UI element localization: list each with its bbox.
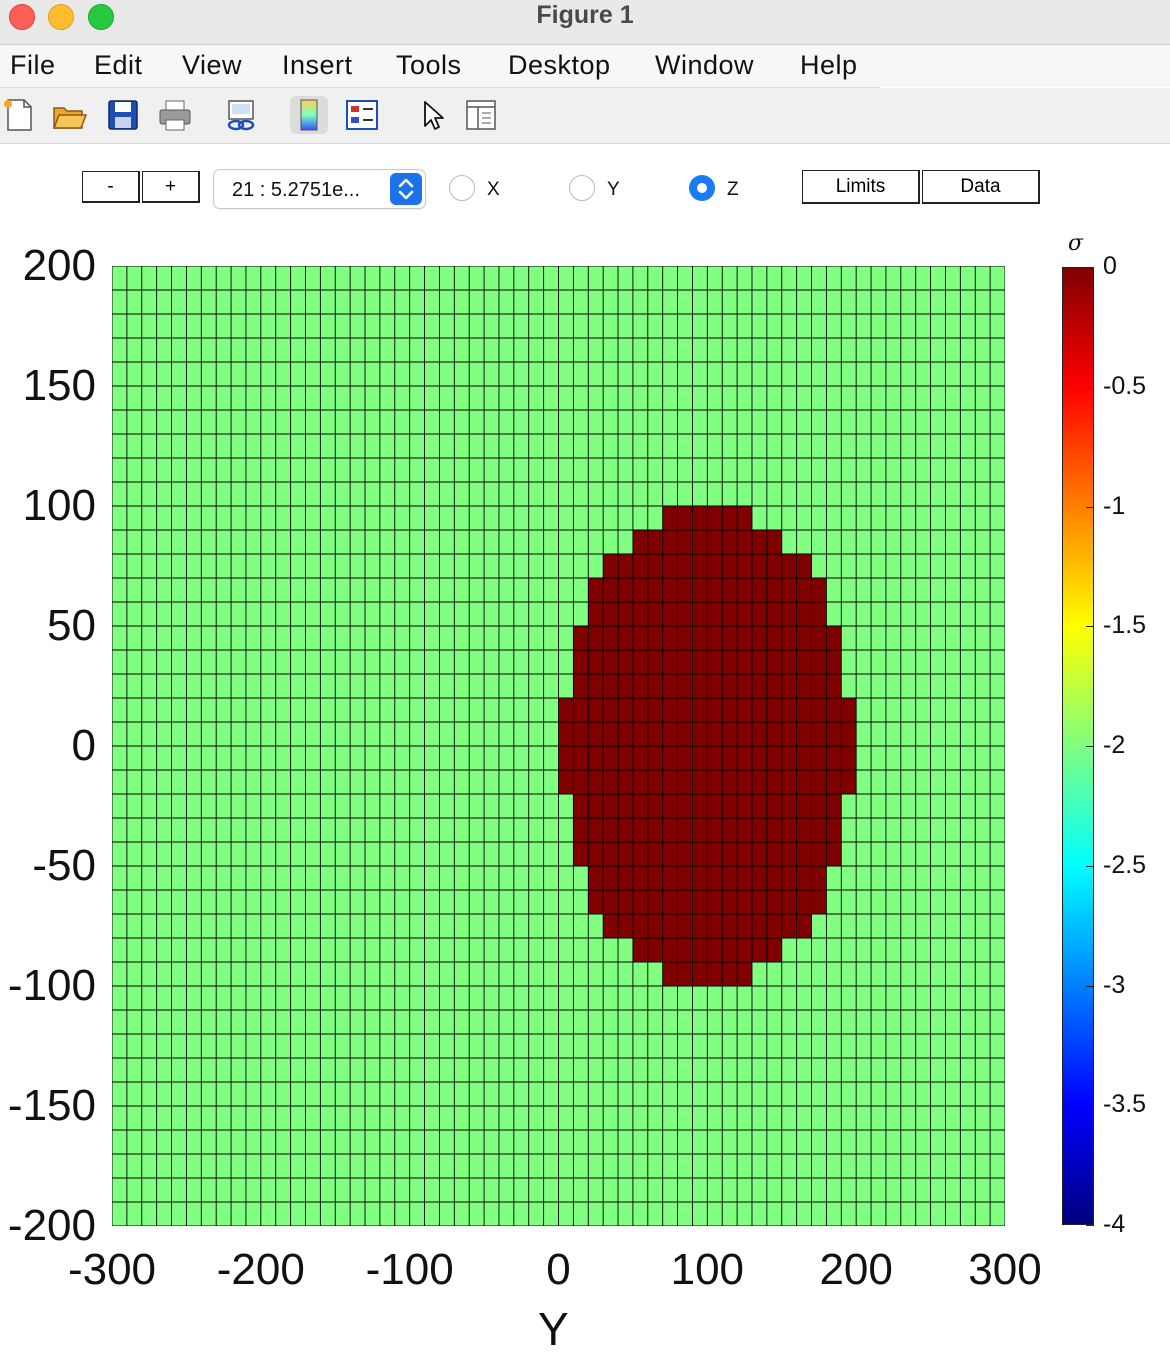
heatmap-axes[interactable]: [112, 266, 1005, 1226]
pointer-icon[interactable]: [414, 96, 452, 134]
colorbar-tick-label: -2: [1103, 731, 1126, 759]
y-tick-label: 150: [22, 361, 96, 410]
y-tick-label: -100: [7, 961, 96, 1010]
chevron-up-down-icon: [390, 173, 422, 205]
colorbar-tick-mark: [1086, 746, 1094, 747]
colorbar-tick-label: -3.5: [1103, 1090, 1147, 1119]
y-tick-label: -200: [7, 1201, 96, 1250]
radio-z[interactable]: [689, 175, 715, 201]
x-tick-label: -100: [365, 1245, 454, 1294]
slice-select-value: 21 : 5.2751e...: [232, 179, 360, 201]
x-tick-label: 0: [546, 1245, 571, 1294]
colorbar-tick-mark: [1086, 985, 1094, 987]
colorbar-tick-mark: [1086, 865, 1094, 867]
legend-icon[interactable]: [343, 96, 381, 134]
menu-bar-empty: [880, 45, 1170, 87]
y-tick-label: -50: [32, 841, 96, 890]
figure-toolbar: [0, 88, 1170, 144]
colorbar-tick-label: -2.5: [1103, 850, 1147, 879]
menu-insert[interactable]: Insert: [282, 50, 353, 80]
colorbar-tick-label: -3: [1103, 970, 1126, 999]
menu-window[interactable]: Window: [655, 50, 755, 80]
radio-y-label: Y: [607, 179, 620, 200]
y-tick-label: -150: [7, 1081, 96, 1130]
decrement-slice-button[interactable]: -: [82, 171, 140, 203]
minimize-window-button[interactable]: [48, 4, 74, 30]
colorbar-tick-mark: [1086, 1105, 1094, 1107]
menu-tools[interactable]: Tools: [396, 50, 462, 80]
y-tick-label: 100: [22, 481, 96, 530]
property-inspector-icon[interactable]: [462, 96, 500, 134]
link-plot-icon[interactable]: [222, 96, 260, 134]
x-tick-label: 200: [819, 1245, 893, 1294]
colorbar-tick-label: -1: [1103, 491, 1126, 520]
x-tick-label: -300: [67, 1245, 157, 1294]
increment-slice-button[interactable]: +: [142, 171, 200, 203]
window-title: Figure 1: [536, 1, 634, 29]
y-tick-label: 200: [22, 241, 96, 290]
colorbar-tick-label: 0: [1103, 252, 1117, 280]
save-icon[interactable]: [104, 96, 142, 134]
colorbar-tick-label: -0.5: [1103, 371, 1147, 400]
menu-edit[interactable]: Edit: [94, 50, 143, 80]
y-tick-label: 0: [71, 721, 96, 770]
colorbar-tick-mark: [1086, 267, 1094, 268]
x-tick-label: 100: [670, 1245, 745, 1294]
colorbar-title: σ: [1068, 231, 1084, 256]
data-button[interactable]: Data: [922, 170, 1040, 204]
menu-file[interactable]: File: [10, 50, 56, 80]
menu-desktop[interactable]: Desktop: [508, 50, 611, 80]
radio-z-label: Z: [727, 179, 739, 200]
print-icon[interactable]: [156, 96, 194, 134]
radio-y[interactable]: [569, 175, 595, 201]
zoom-window-button[interactable]: [88, 4, 114, 30]
radio-x-label: X: [487, 179, 500, 200]
x-tick-label: -200: [216, 1245, 305, 1294]
menu-help[interactable]: Help: [800, 50, 858, 80]
close-window-button[interactable]: [9, 4, 35, 30]
limits-button[interactable]: Limits: [802, 170, 920, 204]
radio-x[interactable]: [449, 175, 475, 201]
x-tick-label: 300: [968, 1245, 1042, 1294]
y-tick-label: 50: [47, 601, 96, 650]
new-figure-icon[interactable]: [0, 96, 38, 134]
colorbar-tick-label: -4: [1103, 1210, 1126, 1238]
title-bar: Figure 1: [0, 0, 1170, 45]
colorbar-icon[interactable]: [290, 96, 328, 134]
colorbar-tick-mark: [1086, 386, 1094, 388]
slice-select[interactable]: 21 : 5.2751e...: [214, 170, 425, 208]
grid-lines: [112, 266, 1005, 1226]
open-file-icon[interactable]: [50, 96, 88, 134]
colorbar-tick-mark: [1086, 1225, 1094, 1226]
colorbar-tick-mark: [1086, 626, 1094, 628]
menu-view[interactable]: View: [182, 50, 243, 80]
colorbar-tick-mark: [1086, 506, 1094, 508]
x-axis-label: Y: [538, 1303, 569, 1355]
menu-bar: File Edit View Insert Tools Desktop Wind…: [0, 45, 880, 88]
colorbar-tick-label: -1.5: [1103, 611, 1147, 640]
